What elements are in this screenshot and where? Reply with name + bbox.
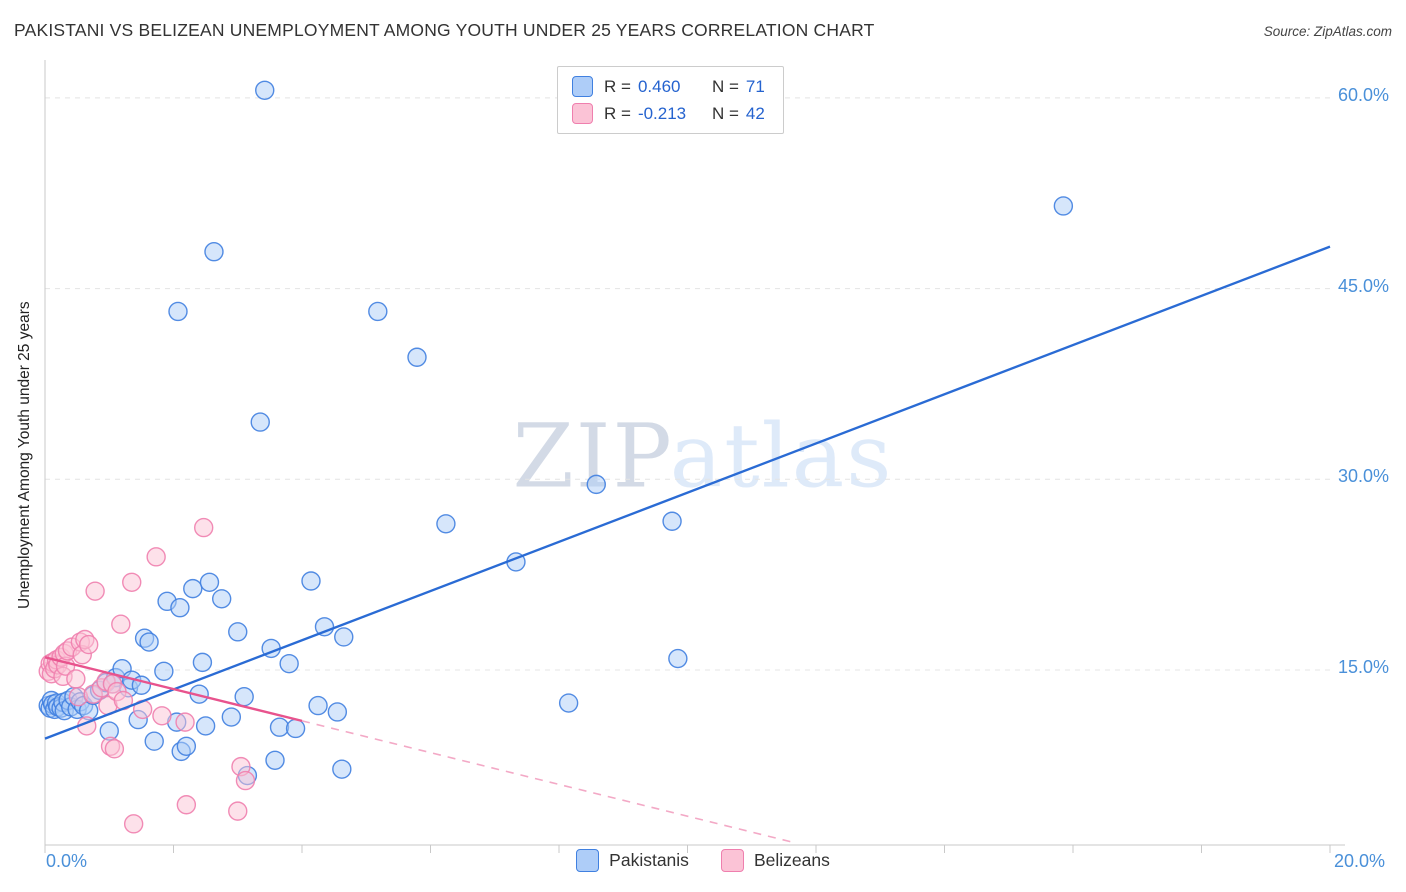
scatter-point: [168, 301, 188, 322]
scatter-point: [221, 707, 242, 727]
scatter-point: [211, 589, 232, 609]
scatter-point: [285, 718, 306, 739]
belizeans-points: [38, 517, 256, 834]
scatter-point: [1053, 196, 1074, 216]
scatter-point: [175, 712, 195, 732]
scatter-point: [327, 702, 348, 722]
scatter-point: [183, 578, 203, 599]
axes: [44, 60, 1345, 853]
scatter-point: [558, 693, 579, 713]
legend-row-pakistanis: R = 0.460 N = 71: [572, 76, 765, 97]
scatter-point: [332, 759, 352, 779]
scatter-point: [204, 242, 224, 262]
scatter-point: [193, 517, 214, 538]
scatter-point: [152, 706, 172, 726]
legend-label-belizeans: Belizeans: [753, 850, 830, 870]
belizeans-trend-line: [44, 656, 303, 723]
scatter-point: [407, 347, 427, 367]
y-axis-tick-label: 60.0%: [1338, 84, 1390, 105]
scatter-point: [139, 632, 159, 652]
scatter-point: [662, 511, 682, 531]
scatter-point: [586, 474, 606, 495]
gridlines: [45, 97, 1330, 671]
scatter-point: [170, 598, 190, 618]
pakistani-color-swatch: [576, 849, 600, 872]
scatter-point: [111, 614, 131, 634]
y-axis-tick-label: 45.0%: [1338, 275, 1390, 296]
scatter-point: [368, 301, 388, 322]
scatter-point: [334, 627, 354, 647]
scatter-point: [301, 571, 321, 591]
scatter-point: [104, 739, 125, 759]
scatter-point: [195, 716, 216, 736]
scatter-point: [192, 652, 213, 673]
r-label: R =: [604, 103, 631, 123]
scatter-point: [66, 669, 86, 689]
scatter-point: [78, 634, 99, 655]
scatter-point: [123, 814, 144, 834]
r-value-belizeans: -0.213: [637, 103, 687, 123]
legend-item-belizeans: Belizeans: [720, 849, 830, 872]
n-value-belizeans: 42: [745, 103, 765, 123]
belizean-color-swatch: [572, 103, 593, 124]
scatter-point: [308, 695, 328, 716]
source-attribution: Source: ZipAtlas.com: [1263, 24, 1392, 39]
trend-lines: [44, 245, 1331, 843]
scatter-point: [250, 412, 270, 432]
scatter-point: [279, 653, 299, 674]
scatter-point: [228, 622, 248, 642]
pakistanis-trend-line: [44, 245, 1331, 740]
pakistanis-points: [38, 80, 1074, 786]
scatter-point: [176, 736, 197, 756]
scatter-point: [255, 80, 275, 100]
belizean-color-swatch: [720, 849, 744, 872]
page-title: PAKISTANI VS BELIZEAN UNEMPLOYMENT AMONG…: [14, 20, 875, 40]
series-legend: Pakistanis Belizeans: [0, 849, 1406, 872]
scatter-point: [144, 731, 164, 751]
r-label: R =: [604, 76, 631, 96]
scatter-point: [85, 581, 105, 601]
scatter-point: [146, 547, 166, 567]
n-label: N =: [711, 103, 739, 123]
legend-row-belizeans: R = -0.213 N = 42: [572, 103, 765, 124]
x-axis-min-label: 0.0%: [46, 851, 88, 871]
x-axis-max-label: 20.0%: [1334, 851, 1386, 871]
scatter-point: [436, 514, 456, 534]
y-axis-title: Unemployment Among Youth under 25 years: [16, 301, 33, 609]
scatter-point: [269, 717, 290, 737]
legend-item-pakistanis: Pakistanis: [576, 849, 689, 872]
scatter-point: [154, 661, 174, 681]
y-axis-tick-label: 30.0%: [1338, 466, 1390, 487]
correlation-legend: R = 0.460 N = 71 R = -0.213 N = 42: [557, 66, 784, 134]
n-label: N =: [711, 76, 739, 96]
pakistani-color-swatch: [572, 76, 593, 97]
r-value-pakistanis: 0.460: [637, 76, 681, 96]
scatter-point: [668, 648, 688, 669]
legend-label-pakistanis: Pakistanis: [609, 850, 689, 870]
y-axis-tick-label: 15.0%: [1338, 657, 1390, 677]
scatter-point: [176, 795, 197, 815]
scatter-point: [122, 572, 142, 592]
scatter-point: [228, 801, 248, 821]
belizeans-trend-line: [301, 720, 791, 843]
scatter-point: [235, 770, 256, 791]
scatter-point: [314, 617, 335, 637]
scatter-point: [234, 686, 254, 707]
scatter-point: [265, 750, 285, 770]
n-value-pakistanis: 71: [745, 76, 765, 96]
scatter-point: [199, 572, 220, 592]
